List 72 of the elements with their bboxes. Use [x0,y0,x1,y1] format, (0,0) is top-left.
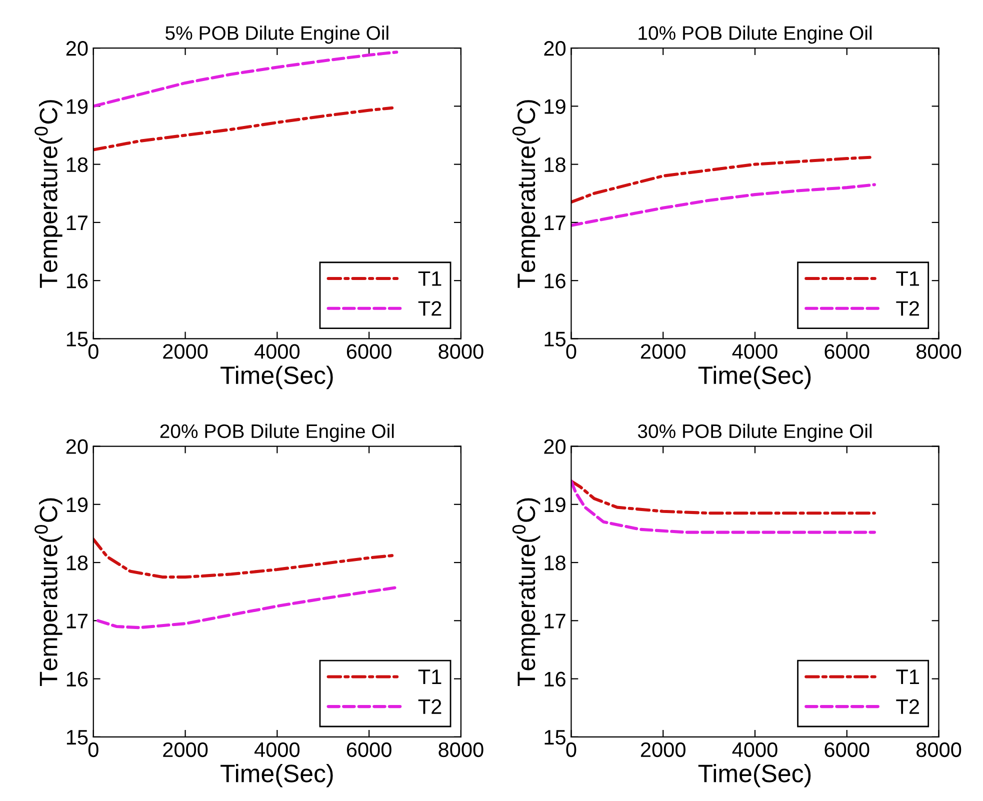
line-series [571,480,876,515]
x-tick-label: 8000 [438,344,484,359]
y-axis-title: Temperature($^{0}$C) [34,498,62,686]
x-axis-title: Time(Sec) [220,764,333,788]
y-axis-title: Temperature($^{0}$C) [512,100,540,288]
x-tick-label: 0 [88,344,98,359]
legend-label: T2 [418,699,442,714]
chart-title: 5% POB Dilute Engine Oil [166,26,388,44]
x-tick-label: 2000 [640,742,686,758]
y-tick-label: 18 [66,556,88,570]
y-tick-label: 16 [66,274,88,288]
x-tick-label: 0 [566,344,576,359]
x-tick-label: 0 [88,742,98,758]
x-tick-label: 2000 [163,742,208,758]
y-tick-label: 18 [66,157,88,172]
y-tick-label: 19 [544,99,566,114]
line-series [571,156,872,204]
y-tick-label: 19 [544,497,566,512]
y-tick-label: 15 [544,730,566,745]
x-tick-label: 6000 [346,344,392,359]
chart-title: 20% POB Dilute Engine Oil [160,424,394,442]
y-tick-label: 20 [66,439,88,454]
y-tick-label: 16 [66,672,88,687]
y-tick-label: 19 [66,497,88,512]
legend-label: T2 [896,699,919,714]
x-tick-label: 8000 [438,742,484,758]
y-tick-label: 17 [66,614,88,628]
chart-title: 10% POB Dilute Engine Oil [638,26,872,44]
y-tick-label: 18 [544,157,566,172]
x-tick-label: 6000 [824,344,870,359]
y-tick-label: 15 [544,332,566,346]
x-tick-label: 6000 [346,742,392,758]
x-axis-title: Time(Sec) [220,366,333,390]
y-tick-label: 16 [544,672,566,687]
y-tick-label: 16 [544,274,566,288]
y-axis-title: Temperature($^{0}$C) [512,498,540,686]
y-tick-label: 17 [66,216,88,230]
y-tick-label: 20 [544,439,566,454]
legend-label: T2 [896,301,919,316]
legend-label: T1 [896,670,919,684]
x-tick-label: 8000 [916,742,962,758]
line-series [93,106,394,152]
y-tick-label: 17 [544,614,566,628]
y-tick-label: 15 [66,730,88,745]
legend-label: T1 [896,271,919,286]
x-tick-label: 4000 [254,344,300,359]
x-tick-label: 6000 [824,742,870,758]
legend-label: T2 [418,301,442,316]
line-series [571,183,876,227]
x-tick-label: 2000 [163,344,208,359]
x-axis-title: Time(Sec) [698,366,811,390]
legend-label: T1 [418,670,442,684]
x-tick-label: 4000 [254,742,300,758]
y-tick-label: 20 [66,41,88,56]
y-axis-title: Temperature($^{0}$C) [34,100,62,288]
chart-title: 30% POB Dilute Engine Oil [638,424,872,442]
y-tick-label: 19 [66,99,88,114]
x-axis-title: Time(Sec) [698,764,811,788]
x-tick-label: 0 [566,742,576,758]
y-tick-label: 15 [66,332,88,346]
line-series [93,538,394,579]
y-tick-label: 20 [544,41,566,56]
legend-label: T1 [418,271,442,286]
y-tick-label: 17 [544,216,566,230]
y-tick-label: 18 [544,556,566,570]
x-tick-label: 2000 [640,344,686,359]
line-series [93,50,398,108]
x-tick-label: 4000 [732,344,778,359]
x-tick-label: 8000 [916,344,962,359]
line-series [96,586,398,630]
line-series [571,480,876,534]
x-tick-label: 4000 [732,742,778,758]
